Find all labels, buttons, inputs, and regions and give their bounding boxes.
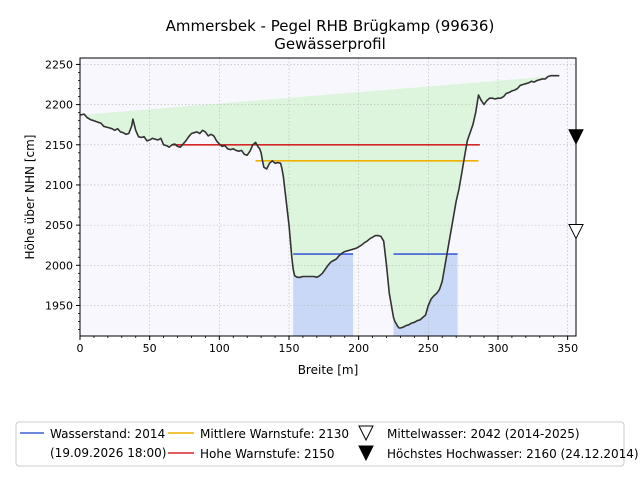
legend-label-hoechstes-hochwasser: Höchstes Hochwasser: 2160 (24.12.2014) <box>387 447 639 461</box>
chart-title: Ammersbek - Pegel RHB Brügkamp (99636) <box>166 17 495 35</box>
x-tick-label: 50 <box>143 342 157 355</box>
y-tick-label: 2100 <box>45 179 73 192</box>
x-tick-label: 350 <box>557 342 578 355</box>
legend-label-wasserstand: Wasserstand: 2014 <box>50 427 165 441</box>
mittelwasser-marker <box>568 224 584 240</box>
legend-marker-hoechstes-hochwasser <box>358 445 374 462</box>
x-tick-label: 150 <box>278 342 299 355</box>
legend: Wasserstand: 2014 (19.09.2026 18:00) Mit… <box>15 421 639 467</box>
x-axis-label: Breite [m] <box>298 363 359 377</box>
legend-label-mittelwasser: Mittelwasser: 2042 (2014-2025) <box>387 427 580 441</box>
y-tick-label: 2200 <box>45 99 73 112</box>
y-axis: 1950 2000 2050 2100 2150 2200 2250 <box>45 58 80 330</box>
y-tick-label: 2250 <box>45 58 73 71</box>
legend-sublabel-wasserstand: (19.09.2026 18:00) <box>50 446 166 460</box>
hoechstes-hochwasser-marker <box>568 129 584 145</box>
y-tick-label: 2150 <box>45 139 73 152</box>
y-tick-label: 2050 <box>45 219 73 232</box>
y-axis-label: Höhe über NHN [cm] <box>23 135 37 260</box>
plot-area <box>79 57 584 337</box>
plot-frame <box>79 57 577 337</box>
y-tick-label: 1950 <box>45 299 73 312</box>
chart-subtitle: Gewässerprofil <box>274 35 386 53</box>
x-tick-label: 300 <box>487 342 508 355</box>
x-tick-label: 200 <box>348 342 369 355</box>
legend-marker-mittelwasser <box>358 425 374 442</box>
x-tick-label: 0 <box>77 342 84 355</box>
y-tick-label: 2000 <box>45 259 73 272</box>
legend-label-mittlere-warnstufe: Mittlere Warnstufe: 2130 <box>200 427 349 441</box>
x-tick-label: 250 <box>418 342 439 355</box>
legend-label-hohe-warnstufe: Hohe Warnstufe: 2150 <box>200 447 335 461</box>
x-axis: 0 50 100 150 200 250 300 350 <box>77 336 578 355</box>
x-tick-label: 100 <box>209 342 230 355</box>
ground-fill <box>80 75 560 328</box>
profile-line <box>79 74 560 329</box>
